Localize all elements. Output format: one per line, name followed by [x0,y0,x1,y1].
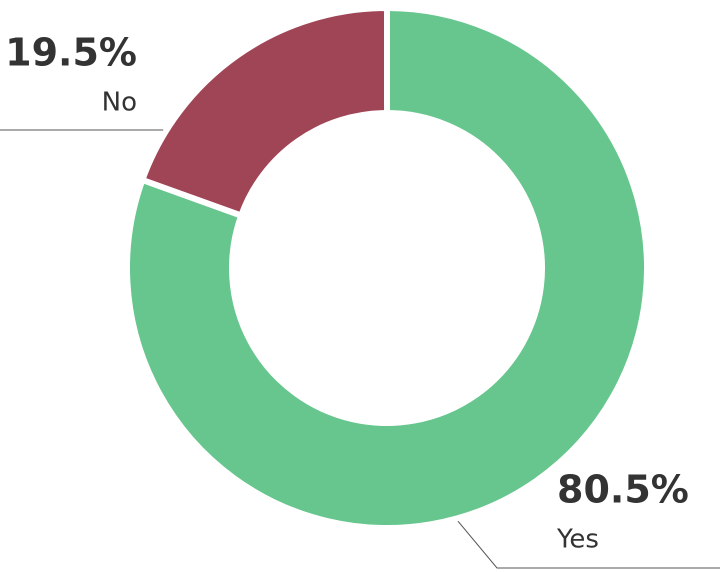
category-label: Yes [556,525,599,555]
donut-segment [124,4,650,531]
category-label: No [102,88,137,118]
value-label: 19.5% [5,31,137,75]
value-label: 80.5% [557,468,689,512]
donut-segment [138,4,390,220]
